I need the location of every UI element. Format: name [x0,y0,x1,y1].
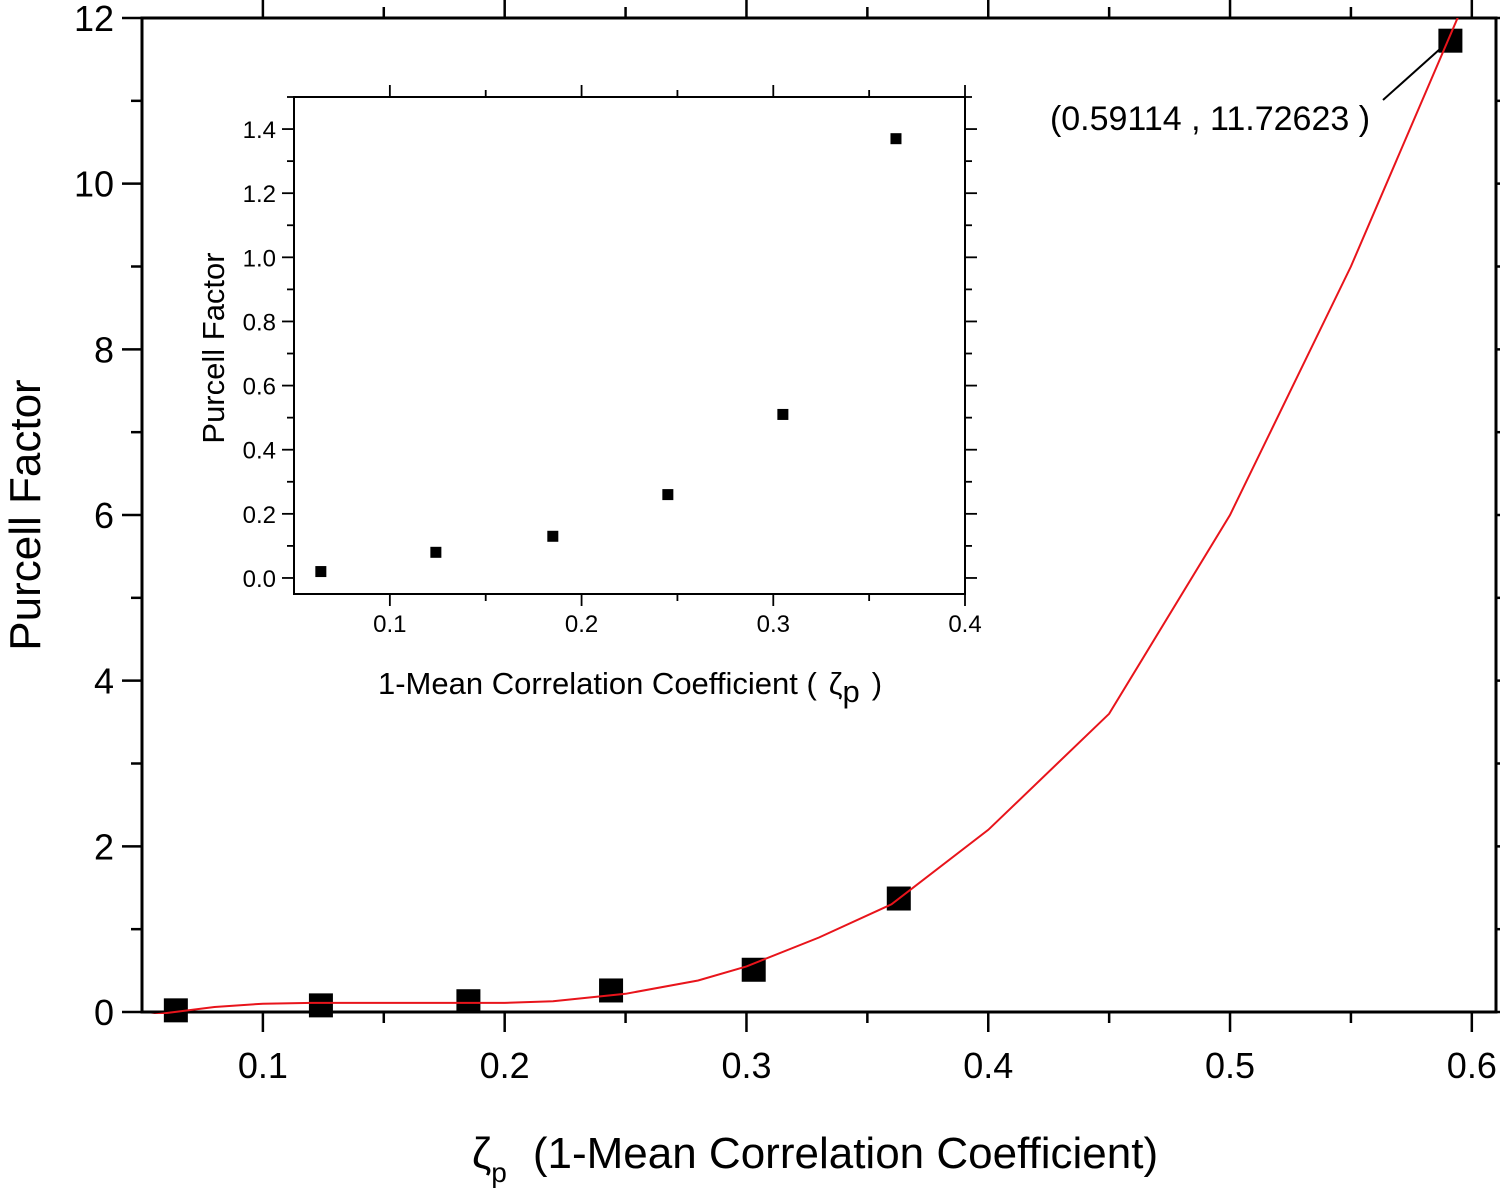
y-tick-label: 0.2 [243,502,276,529]
data-point [741,957,766,982]
y-tick-label: 10 [74,164,114,205]
data-point [308,993,333,1018]
y-tick-label: 1.2 [243,181,276,208]
x-axis-symbol: ζ [472,1129,491,1178]
x-tick-label: 0.1 [238,1045,288,1086]
inset-plot: 0.1 0.2 0.3 0.4 0.0 0.2 0.4 0.6 0.8 1.0 1.2 1.4 Purc… [196,85,982,709]
y-tick-label: 0.4 [243,438,276,465]
data-point [777,408,789,420]
x-tick-label: 0.4 [963,1045,1013,1086]
fit-curve [150,18,1459,1014]
annotation-leader-line [1382,47,1442,101]
data-point [662,489,674,501]
inset-x-axis-symbol-subscript: p [842,674,859,709]
y-tick-label: 12 [74,0,114,39]
x-axis-symbol-subscript: p [491,1157,507,1188]
x-tick-label: 0.2 [565,611,598,638]
x-tick-label: 0.3 [757,611,790,638]
y-tick-label: 1.0 [243,245,276,272]
x-tick-label: 0.1 [373,611,406,638]
y-tick-label: 4 [94,661,114,702]
x-axis-title: ζp (1-Mean Correlation Coefficient) [472,1129,1158,1188]
x-tick-label: 0.2 [480,1045,530,1086]
y-tick-label: 8 [94,329,114,370]
x-tick-label: 0.6 [1447,1045,1497,1086]
inset-x-axis-label-close: ) [872,666,882,701]
data-point [599,978,624,1003]
data-point [315,566,327,578]
inset-x-axis-symbol: ζ [829,666,843,701]
x-tick-label: 0.4 [948,611,981,638]
y-tick-label: 2 [94,826,114,867]
x-axis-label-text: (1-Mean Correlation Coefficient) [533,1129,1158,1178]
y-tick-label: 1.4 [243,117,276,144]
data-point [890,133,902,145]
y-tick-label: 0.8 [243,309,276,336]
x-tick-label: 0.3 [721,1045,771,1086]
y-axis-title: Purcell Factor [1,379,50,650]
inset-y-axis-title: Purcell Factor [196,252,231,443]
x-tick-label: 0.5 [1205,1045,1255,1086]
y-tick-label: 0.0 [243,566,276,593]
y-tick-label: 0.6 [243,374,276,401]
y-tick-label: 0 [94,992,114,1033]
inset-x-axis-title: 1-Mean Correlation Coefficient ( ζp) [378,666,882,709]
y-tick-label: 6 [94,495,114,536]
data-point [430,546,442,558]
data-point [547,530,559,542]
point-annotation: (0.59114 , 11.72623 ) [1050,100,1370,138]
data-point [456,989,481,1014]
inset-x-axis-label-text: 1-Mean Correlation Coefficient ( [378,666,817,701]
plot-frame [293,96,966,595]
